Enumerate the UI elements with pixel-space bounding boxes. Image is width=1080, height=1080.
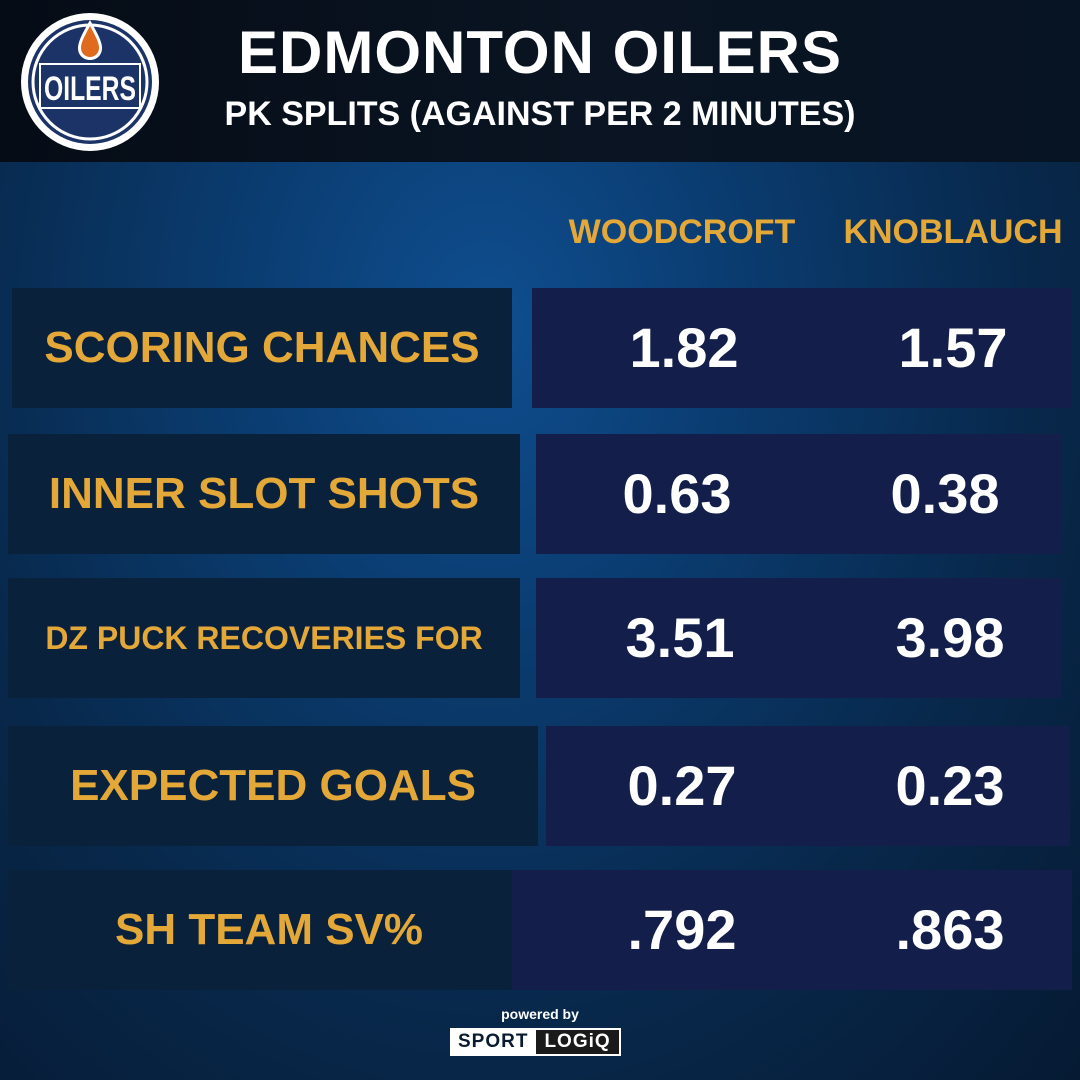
stat-row-scoring-chances: SCORING CHANCES 1.82 1.57 bbox=[12, 288, 1072, 408]
value-panel bbox=[512, 870, 1072, 990]
value-woodcroft: 0.27 bbox=[627, 754, 737, 817]
stat-row-expected-goals: EXPECTED GOALS 0.27 0.23 bbox=[8, 726, 1070, 846]
value-knoblauch: 3.98 bbox=[895, 606, 1005, 669]
stat-row-sh-team-sv-pct: SH TEAM SV% .792 .863 bbox=[8, 870, 1072, 990]
page-subtitle: PK SPLITS (AGAINST PER 2 MINUTES) bbox=[224, 95, 856, 133]
value-woodcroft: 3.51 bbox=[625, 606, 735, 669]
value-woodcroft: .792 bbox=[627, 898, 737, 961]
stat-label: SH TEAM SV% bbox=[8, 870, 530, 990]
value-knoblauch: 0.38 bbox=[890, 462, 1000, 525]
value-woodcroft: 0.63 bbox=[622, 462, 732, 525]
page-title: EDMONTON OILERS bbox=[238, 19, 842, 86]
stat-row-dz-puck-recoveries: DZ PUCK RECOVERIES FOR 3.51 3.98 bbox=[8, 578, 1062, 698]
value-panel bbox=[536, 578, 1062, 698]
brand-sport: SPORT bbox=[450, 1028, 537, 1056]
value-woodcroft: 1.82 bbox=[629, 316, 739, 379]
column-header-knoblauch: KNOBLAUCH bbox=[843, 213, 1063, 251]
oilers-logo: OILERS bbox=[21, 13, 159, 151]
column-header-woodcroft: WOODCROFT bbox=[568, 213, 796, 251]
stat-label: EXPECTED GOALS bbox=[8, 726, 538, 846]
value-panel bbox=[546, 726, 1070, 846]
stat-label: INNER SLOT SHOTS bbox=[8, 434, 520, 554]
brand-logiq: LOGiQ bbox=[536, 1028, 621, 1056]
stat-label: SCORING CHANCES bbox=[12, 288, 512, 408]
sportlogiq-logo: SPORT LOGiQ bbox=[450, 1028, 621, 1056]
value-knoblauch: .863 bbox=[895, 898, 1005, 961]
value-panel bbox=[536, 434, 1062, 554]
stat-row-inner-slot-shots: INNER SLOT SHOTS 0.63 0.38 bbox=[8, 434, 1062, 554]
powered-by-label: powered by bbox=[501, 1006, 579, 1022]
logo-wordmark: OILERS bbox=[44, 70, 136, 108]
stat-label: DZ PUCK RECOVERIES FOR bbox=[8, 578, 520, 698]
value-panel bbox=[532, 288, 1072, 408]
header-bar: OILERS EDMONTON OILERS PK SPLITS (AGAINS… bbox=[0, 0, 1080, 162]
value-knoblauch: 0.23 bbox=[895, 754, 1005, 817]
value-knoblauch: 1.57 bbox=[898, 316, 1008, 379]
